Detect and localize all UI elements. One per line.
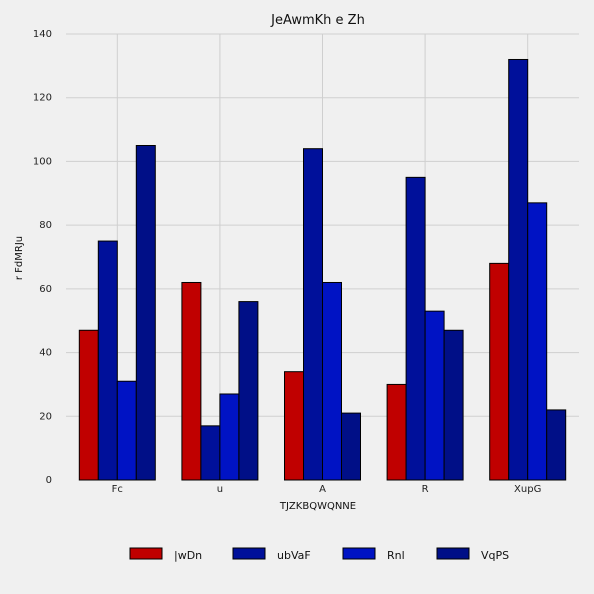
x-tick-label: A xyxy=(319,484,326,495)
bar-XupG-|wDn xyxy=(489,262,510,481)
legend-swatch-ubVaF xyxy=(232,547,266,560)
bar-XupG-Rnl xyxy=(527,202,548,481)
y-axis-ticks: 0 20 40 60 80 100 120 140 xyxy=(33,29,52,486)
bar-Fc-VqPS xyxy=(135,145,156,481)
legend-swatch-Rnl xyxy=(342,547,376,560)
x-tick-label: Fc xyxy=(112,484,123,495)
legend-swatch-|wDn xyxy=(129,547,163,560)
legend-label-VqPS: VqPS xyxy=(481,549,509,562)
bars xyxy=(78,58,567,481)
legend-label-Rnl: Rnl xyxy=(387,549,405,562)
bar-R-Rnl xyxy=(424,310,445,481)
bar-Fc-Rnl xyxy=(116,380,137,481)
legend-swatch-VqPS xyxy=(436,547,470,560)
chart-title: JeAwmKh e Zh xyxy=(270,13,365,28)
x-axis-ticks: Fc u A R XupG xyxy=(112,484,542,495)
bar-XupG-ubVaF xyxy=(508,58,529,481)
bar-A-VqPS xyxy=(341,412,361,481)
x-tick-label: R xyxy=(422,484,429,495)
bar-XupG-VqPS xyxy=(546,409,567,481)
bar-Fc-ubVaF xyxy=(97,240,118,481)
bar-A-Rnl xyxy=(322,281,342,481)
x-axis-label: TJZKBQWQNNE xyxy=(279,501,356,512)
legend-label-ubVaF: ubVaF xyxy=(277,549,311,562)
bar-A-|wDn xyxy=(284,371,304,481)
y-tick-label: 140 xyxy=(33,29,52,40)
x-tick-label: u xyxy=(217,484,223,495)
y-axis-label: r FdMRJu xyxy=(14,236,25,280)
y-tick-label: 80 xyxy=(39,220,52,231)
y-tick-label: 40 xyxy=(39,348,52,359)
bar-R-ubVaF xyxy=(405,176,426,481)
bar-u-VqPS xyxy=(238,301,259,481)
y-tick-label: 100 xyxy=(33,156,52,167)
bar-R-VqPS xyxy=(443,329,464,481)
bar-R-|wDn xyxy=(386,383,407,481)
y-tick-label: 60 xyxy=(39,284,52,295)
y-tick-label: 0 xyxy=(46,475,52,486)
bar-u-Rnl xyxy=(219,393,240,481)
bar-A-ubVaF xyxy=(303,148,323,481)
bar-u-|wDn xyxy=(181,281,202,481)
bar-u-ubVaF xyxy=(200,425,221,481)
y-tick-label: 120 xyxy=(33,93,52,104)
y-tick-label: 20 xyxy=(39,411,52,422)
bar-Fc-|wDn xyxy=(78,329,99,481)
x-tick-label: XupG xyxy=(514,484,541,495)
legend-label-|wDn: |wDn xyxy=(174,549,202,562)
legend: |wDn ubVaF Rnl VqPS xyxy=(129,547,509,562)
